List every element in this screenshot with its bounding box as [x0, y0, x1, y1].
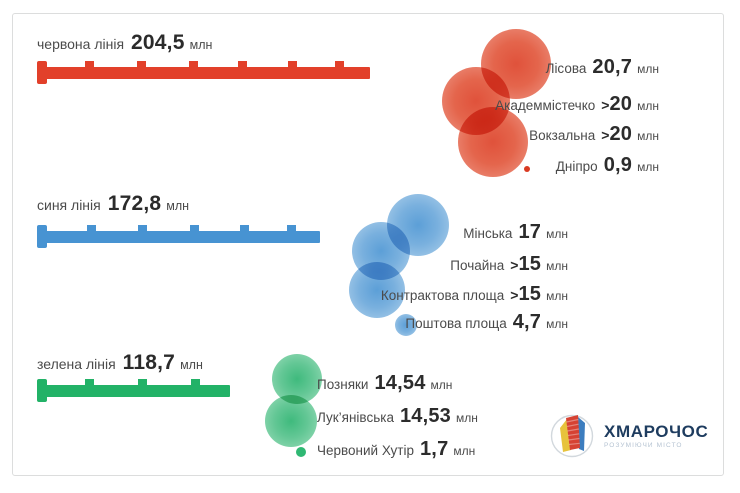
- station-unit: млн: [546, 227, 568, 241]
- bubble-poshtova: [395, 314, 417, 336]
- blue-bar-tick: [87, 225, 96, 233]
- bubble-kontraktova: [349, 262, 405, 318]
- green-line-title: зелена лінія 118,7 млн: [37, 351, 203, 375]
- green-bar-tick: [85, 379, 94, 387]
- station-row-poshtova: Поштова площа 4,7 млн: [405, 311, 568, 337]
- station-name: Дніпро: [555, 159, 598, 174]
- green-bar-tick: [191, 379, 200, 387]
- station-name: Лук’янівська: [317, 410, 394, 425]
- station-unit: млн: [637, 62, 659, 76]
- station-name: Академмістечко: [495, 98, 596, 113]
- station-unit: млн: [430, 378, 453, 392]
- station-prefix: >: [601, 127, 610, 143]
- station-row-dnipro: Дніпро 0,9 млн: [556, 154, 659, 180]
- blue-bar-tick: [287, 225, 296, 233]
- station-prefix: >: [510, 257, 519, 273]
- green-line-unit: млн: [180, 358, 203, 372]
- red-bar-tick: [335, 61, 344, 69]
- station-value: 20,7: [592, 56, 633, 78]
- red-bar-tick: [85, 61, 94, 69]
- logo-title: ХМАРОЧОС: [604, 421, 709, 441]
- bubble-dnipro: [524, 166, 530, 172]
- station-unit: млн: [637, 99, 659, 113]
- station-row-lukianivska: Лук’янівська 14,53 млн: [317, 405, 478, 431]
- bubble-lukianivska: [265, 395, 317, 447]
- station-row-kontraktova: Контрактова площа > 15 млн: [381, 283, 568, 309]
- blue-bar-tick: [240, 225, 249, 233]
- station-name: Поштова площа: [405, 316, 507, 331]
- station-name: Контрактова площа: [380, 288, 505, 303]
- station-value: 20: [609, 93, 633, 115]
- station-value: 14,54: [374, 372, 426, 394]
- red-bar-tick: [189, 61, 198, 69]
- station-row-pozniaky: Позняки 14,54 млн: [317, 372, 452, 398]
- station-value: 14,53: [399, 405, 452, 427]
- station-value: 0,9: [603, 154, 633, 176]
- blue-bar-tick: [190, 225, 199, 233]
- station-value: 20: [609, 123, 633, 145]
- station-unit: млн: [637, 129, 659, 143]
- blue-line-unit: млн: [166, 199, 190, 213]
- khmarochos-logo: ХМАРОЧОС РОЗУМІЮЧИ МІСТО: [550, 408, 708, 463]
- blue-line-title: синя лінія 172,8 млн: [37, 192, 189, 216]
- station-name: Почайна: [450, 258, 505, 273]
- station-unit: млн: [546, 317, 568, 331]
- station-unit: млн: [637, 160, 659, 174]
- station-prefix: >: [601, 97, 610, 113]
- red-line-total: 204,5: [131, 31, 185, 54]
- station-row-akademmistechko: Академмістечко > 20 млн: [495, 93, 659, 119]
- red-bar-tick: [238, 61, 247, 69]
- station-row-lisova: Лісова 20,7 млн: [546, 56, 659, 82]
- green-bar-body: [37, 385, 230, 397]
- red-line-title: червона лінія 204,5 млн: [37, 31, 212, 55]
- blue-line-name: синя лінія: [37, 197, 101, 213]
- bubble-vokzalna: [458, 107, 528, 177]
- station-prefix: >: [510, 287, 519, 303]
- station-name: Лісова: [545, 61, 587, 76]
- station-value: 1,7: [419, 438, 449, 460]
- station-row-minska: Мінська 17 млн: [463, 221, 568, 247]
- station-unit: млн: [456, 411, 478, 425]
- station-name: Червоний Хутір: [317, 443, 414, 458]
- station-name: Мінська: [463, 226, 513, 241]
- bubble-chervonyi-khutir: [296, 447, 306, 457]
- blue-line-total: 172,8: [107, 192, 162, 215]
- station-unit: млн: [546, 289, 568, 303]
- red-bar-body: [37, 67, 370, 79]
- skyscraper-in-circle-icon: [550, 408, 596, 463]
- red-line-bar: [37, 59, 370, 85]
- station-value: 17: [518, 221, 542, 243]
- logo-tagline: РОЗУМІЮЧИ МІСТО: [604, 441, 683, 449]
- logo-text-block: ХМАРОЧОС РОЗУМІЮЧИ МІСТО: [604, 421, 709, 449]
- station-unit: млн: [453, 444, 476, 458]
- station-row-chervonyi-khutir: Червоний Хутір 1,7 млн: [317, 438, 475, 464]
- blue-bar-body: [37, 231, 320, 243]
- station-unit: млн: [546, 259, 568, 273]
- station-value: 4,7: [512, 311, 542, 333]
- blue-bar-tick: [138, 225, 147, 233]
- green-line-bar: [37, 377, 230, 403]
- station-row-pochaina: Почайна > 15 млн: [450, 253, 568, 279]
- green-bar-tick: [138, 379, 147, 387]
- station-row-vokzalna: Вокзальна > 20 млн: [529, 123, 659, 149]
- station-name: Вокзальна: [529, 128, 596, 143]
- red-bar-tick: [137, 61, 146, 69]
- green-line-total: 118,7: [122, 351, 176, 374]
- red-bar-tick: [288, 61, 297, 69]
- station-value: 15: [518, 253, 542, 275]
- red-line-name: червона лінія: [37, 36, 125, 52]
- red-line-unit: млн: [189, 38, 213, 52]
- station-name: Позняки: [317, 377, 369, 392]
- station-value: 15: [518, 283, 542, 305]
- green-line-name: зелена лінія: [37, 356, 116, 372]
- blue-line-bar: [37, 223, 320, 249]
